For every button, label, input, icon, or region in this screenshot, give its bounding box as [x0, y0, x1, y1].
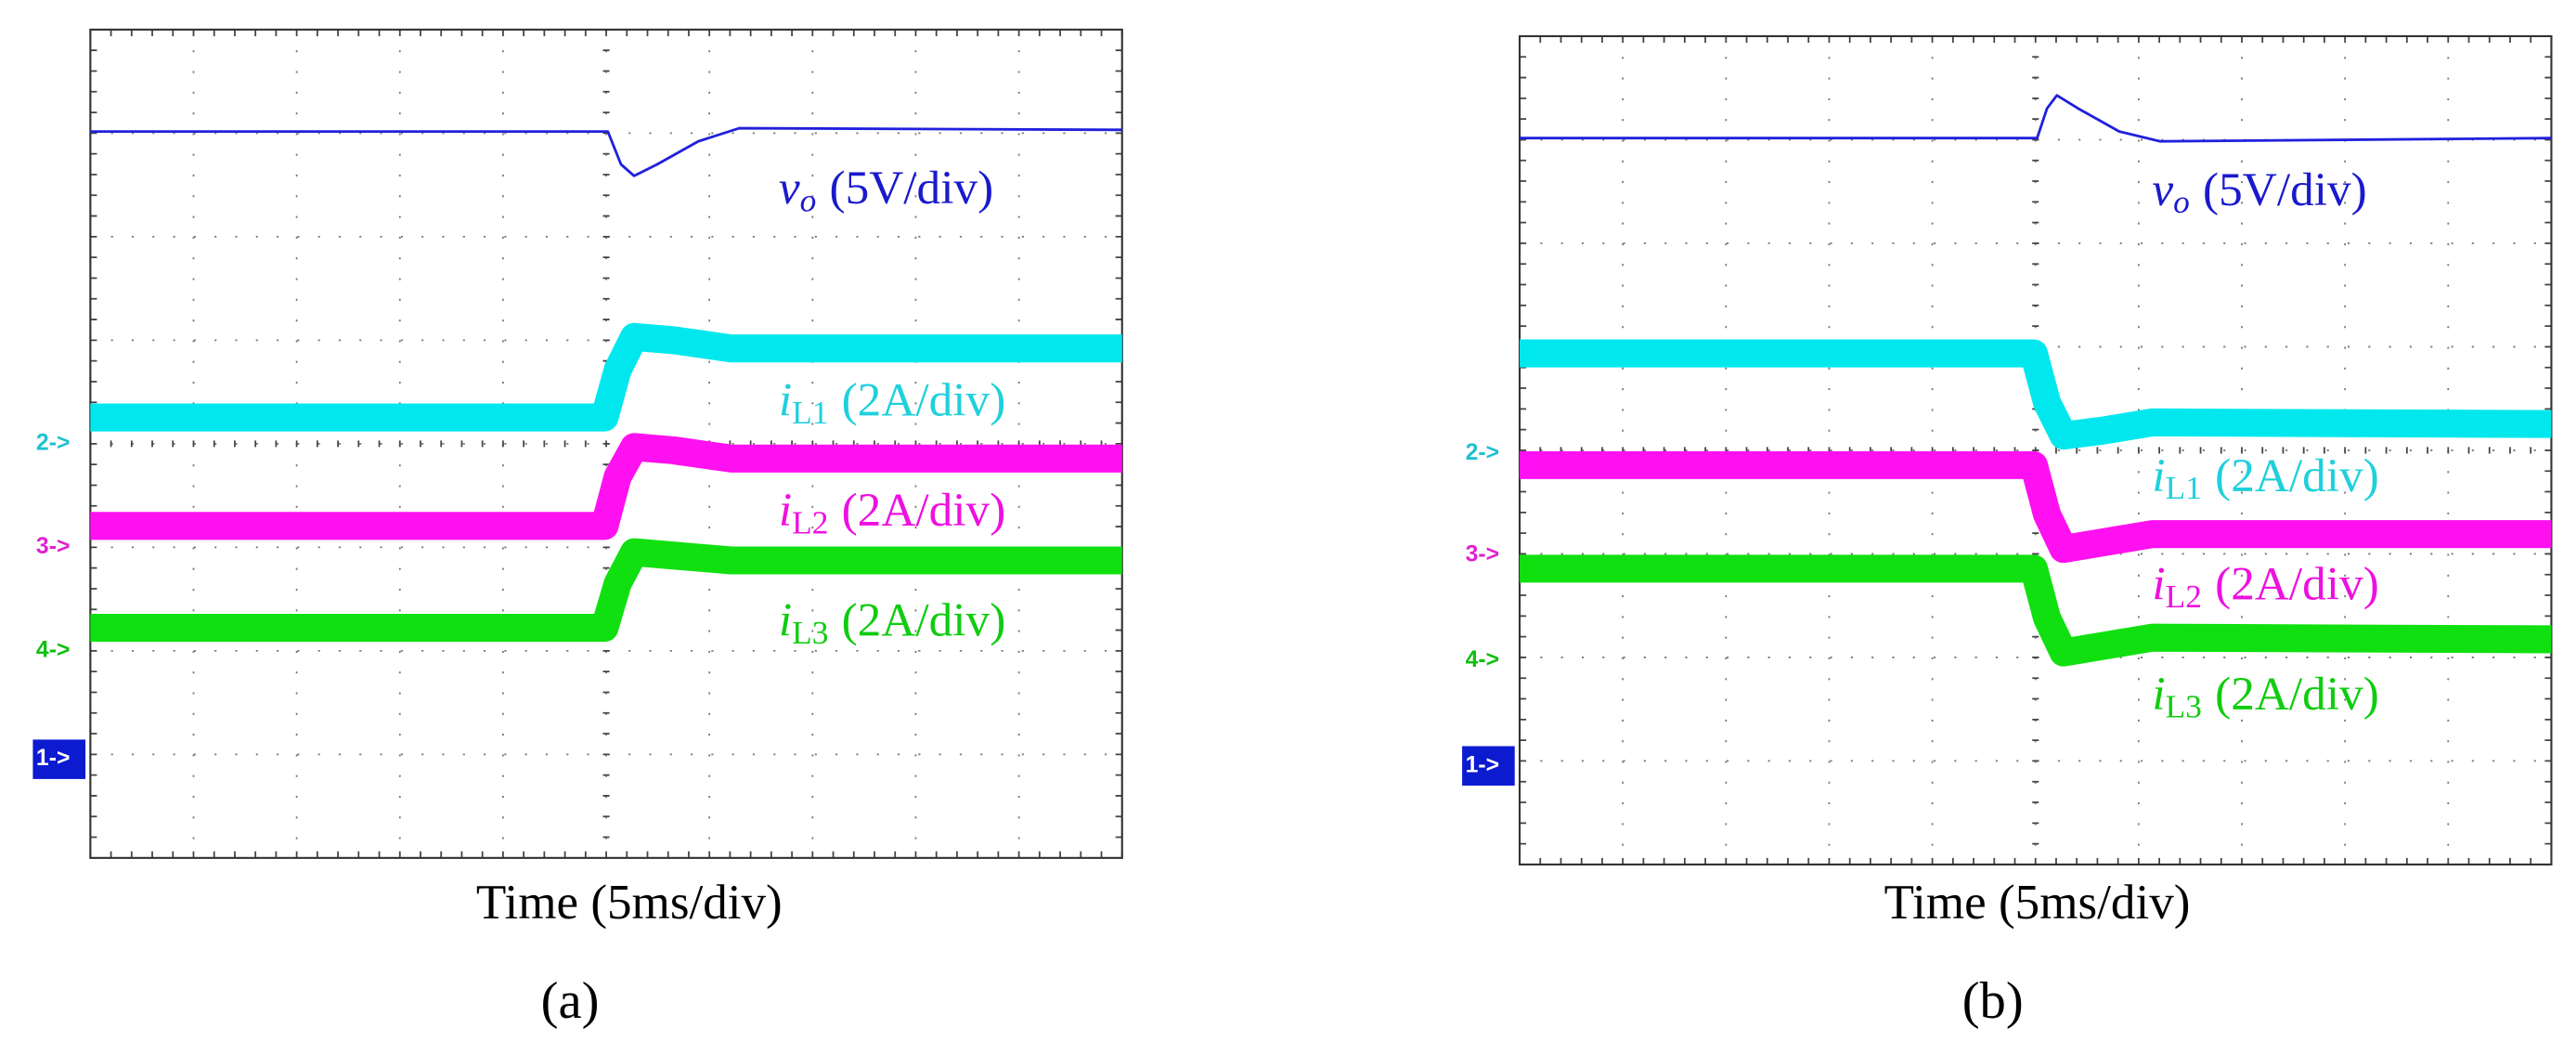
trace-scale: (5V/div) [2203, 163, 2367, 216]
channel-marker: 4-> [1466, 647, 1499, 672]
scope-frame [89, 28, 1123, 859]
channel-marker-box [32, 739, 86, 779]
channel-marker: 3-> [1466, 542, 1499, 567]
trace-subscript: L1 [792, 394, 828, 431]
trace-symbol: i [779, 484, 792, 537]
trace-subscript: L2 [2166, 578, 2202, 615]
trace-symbol: i [779, 593, 792, 646]
waveform [1520, 554, 2552, 667]
trace-subscript: L2 [792, 503, 828, 540]
trace-symbol: i [2152, 557, 2165, 610]
scope-panel: vo (5V/div)iL1 (2A/div)iL2 (2A/div)iL3 (2A/d… [1462, 34, 2553, 1030]
channel-marker: 1-> [1466, 752, 1499, 777]
trace-subscript: L3 [792, 614, 828, 651]
trace-symbol: i [779, 373, 792, 426]
trace-scale: (2A/div) [842, 593, 1006, 646]
channel-marker: 4-> [36, 637, 70, 662]
waveform [90, 126, 1122, 177]
trace-symbol: i [2152, 668, 2165, 721]
waveform [90, 322, 1122, 432]
trace-symbol: v [2152, 163, 2173, 216]
minor-ticks [1519, 35, 2553, 865]
channel-marker: 2-> [36, 430, 70, 455]
trace-subscript: o [2173, 183, 2190, 220]
x-axis-label: Time (5ms/div) [476, 876, 783, 930]
trace-subscript: L1 [2166, 469, 2202, 506]
trace-label: iL1 (2A/div) [779, 373, 1005, 431]
trace-label: iL3 (2A/div) [2152, 668, 2378, 725]
channel-marker: 3-> [36, 534, 70, 559]
minor-ticks [89, 28, 1123, 859]
channel-marker: 1-> [36, 746, 70, 771]
scope-panel: vo (5V/div)iL1 (2A/div)iL2 (2A/div)iL3 (2A/d… [32, 28, 1123, 1030]
trace-label: vo (5V/div) [2152, 163, 2366, 221]
channel-marker-box [1462, 746, 1515, 786]
scope-frame [1518, 34, 2553, 865]
trace-label: vo (5V/div) [779, 162, 993, 219]
waveform [90, 538, 1122, 643]
trace-symbol: v [779, 162, 800, 215]
trace-label: iL1 (2A/div) [2152, 449, 2378, 507]
trace-scale: (5V/div) [829, 162, 993, 215]
trace-scale: (2A/div) [2215, 668, 2379, 721]
waveform [90, 433, 1122, 540]
panel-label: (a) [541, 972, 600, 1030]
trace-scale: (2A/div) [2215, 449, 2379, 502]
trace-scale: (2A/div) [842, 373, 1006, 426]
waveform [1520, 339, 2552, 450]
trace-label: iL3 (2A/div) [779, 593, 1005, 651]
waveform [1520, 450, 2552, 564]
trace-label: iL2 (2A/div) [779, 484, 1005, 541]
trace-subscript: L3 [2166, 688, 2202, 725]
trace-scale: (2A/div) [2215, 557, 2379, 610]
trace-symbol: i [2152, 449, 2165, 502]
waveform [1520, 94, 2552, 143]
channel-marker: 2-> [1466, 440, 1499, 465]
x-axis-label: Time (5ms/div) [1884, 876, 2191, 930]
trace-subscript: o [800, 182, 817, 219]
trace-label: iL2 (2A/div) [2152, 557, 2378, 615]
panel-label: (b) [1962, 972, 2024, 1030]
trace-scale: (2A/div) [842, 484, 1006, 537]
